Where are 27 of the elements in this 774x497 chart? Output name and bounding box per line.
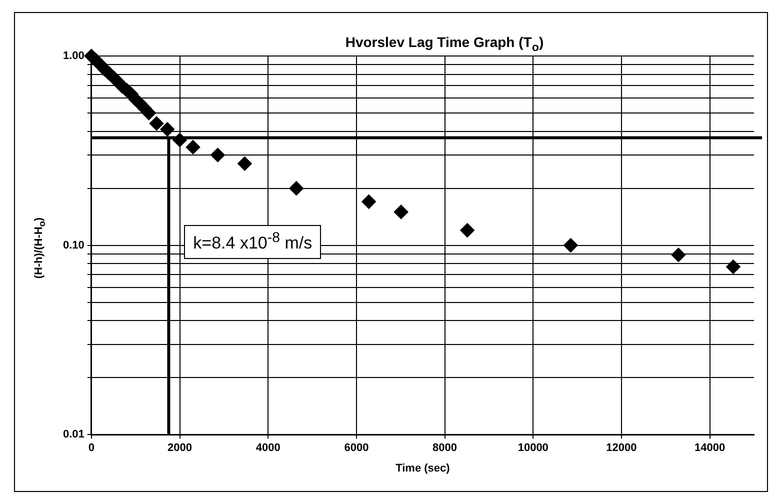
point: [142, 106, 156, 120]
point: [289, 181, 304, 196]
point: [671, 248, 686, 262]
x-axis-title: Time (sec): [396, 462, 450, 474]
point: [238, 156, 252, 171]
point: [726, 260, 740, 274]
point: [564, 238, 578, 252]
annotation: k=8.4 x10$^{-8}$ m/s: [184, 225, 322, 259]
chart-title: Hvorslev Lag Time Graph (T$_{o}$): [344, 34, 545, 54]
point: [460, 223, 474, 238]
x-tick-label: 14000: [694, 442, 726, 454]
point: [210, 148, 225, 162]
y-tick-label: 0.01: [62, 428, 84, 441]
y-tick-label: 1.00: [62, 50, 84, 62]
point: [150, 116, 164, 130]
y-tick-label: 0.10: [62, 239, 84, 252]
point: [186, 140, 200, 154]
point: [362, 194, 376, 209]
x-tick-label: 6000: [344, 442, 369, 454]
point: [160, 122, 174, 136]
x-tick-label: 12000: [606, 442, 637, 454]
x-tick-label: 4000: [256, 442, 280, 454]
x-tick-label: 10000: [518, 442, 548, 454]
x-tick-label: 0: [88, 442, 94, 454]
point: [394, 204, 408, 219]
x-tick-label: 8000: [432, 442, 458, 454]
x-tick-label: 2000: [168, 442, 192, 454]
